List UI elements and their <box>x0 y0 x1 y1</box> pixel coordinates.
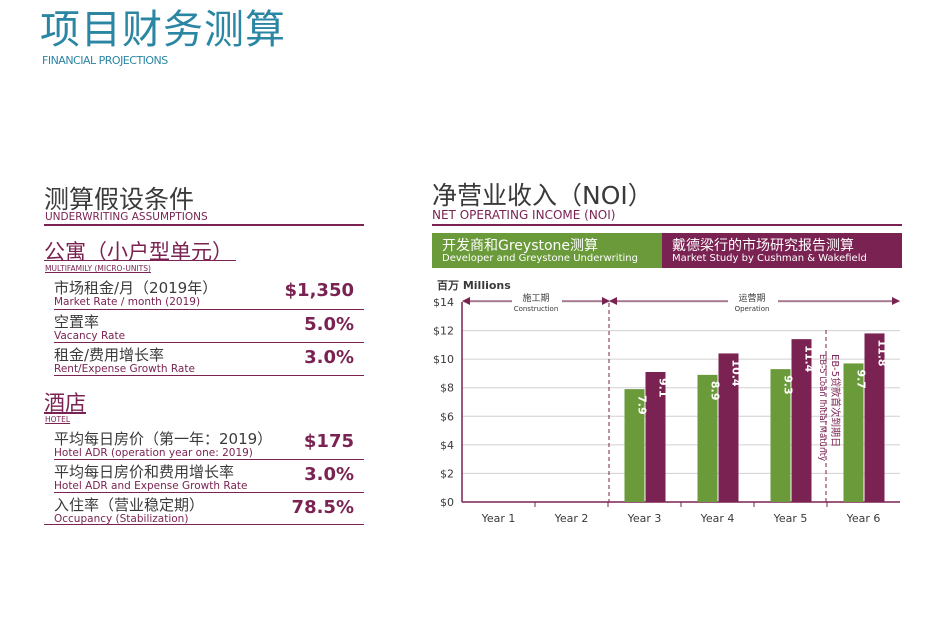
phase-label-en: Operation <box>735 305 770 313</box>
row-value: $1,350 <box>284 280 354 301</box>
row-label: 空置率 <box>54 313 100 331</box>
bar <box>645 372 666 502</box>
multifamily-rule <box>44 260 236 261</box>
bar <box>791 339 812 502</box>
row-value: 5.0% <box>304 314 354 335</box>
axes <box>461 302 900 507</box>
x-tick-label: Year 5 <box>773 512 808 525</box>
bar <box>624 389 645 502</box>
page-title: 项目财务测算 <box>40 7 286 53</box>
bar <box>697 374 718 502</box>
row-label: 平均每日房价（第一年：2019） <box>54 430 273 448</box>
legend-label: 开发商和Greystone测算 <box>442 238 599 254</box>
y-tick-label: $4 <box>440 439 454 452</box>
x-tick-label: Year 4 <box>700 512 735 525</box>
grid-lines <box>462 301 900 474</box>
row-value: 3.0% <box>304 464 354 485</box>
row-label: 入住率（营业稳定期） <box>54 496 205 514</box>
y-tick-label: $12 <box>433 325 454 338</box>
legend-label-en: Developer and Greystone Underwriting <box>442 253 638 264</box>
bar-value-label: 10.4 <box>730 359 743 386</box>
y-tick-label: $8 <box>440 382 454 395</box>
legend-label: 戴德梁行的市场研究报告测算 <box>672 238 854 254</box>
row-value: $175 <box>303 431 354 452</box>
row-label-en: Hotel ADR and Expense Growth Rate <box>54 480 248 492</box>
legend-market-study: 戴德梁行的市场研究报告测算 Market Study by Cushman & … <box>662 233 902 268</box>
y-tick-label: $2 <box>440 467 454 480</box>
row-rule <box>54 309 364 310</box>
eb5-note-en: EB-5 Loan Initial Maturity <box>817 354 827 461</box>
row-value: 78.5% <box>291 497 354 518</box>
noi-subtitle: NET OPERATING INCOME (NOI) <box>432 208 616 222</box>
assumptions-rule <box>44 224 364 226</box>
bar <box>843 363 864 502</box>
x-tick-label: Year 1 <box>481 512 516 525</box>
bars <box>624 333 885 502</box>
y-tick-label: $10 <box>433 353 454 366</box>
bar-value-label: 9.7 <box>855 369 868 389</box>
row-label: 租金/费用增长率 <box>54 346 165 364</box>
noi-rule <box>432 224 902 226</box>
noi-title: 净营业收入（NOI） <box>432 181 653 210</box>
eb5-note: EB-5贷款首次到期日 <box>829 354 842 447</box>
bar-value-label: 7.9 <box>636 395 649 415</box>
bar <box>718 353 739 502</box>
phase-operation: 运营期 Operation <box>609 292 900 314</box>
row-rule <box>54 492 364 493</box>
bar-value-label: 9.1 <box>657 378 670 398</box>
assumptions-subtitle: UNDERWRITING ASSUMPTIONS <box>45 211 208 223</box>
row-rule <box>54 375 364 376</box>
y-tick-label: $0 <box>440 496 454 509</box>
row-label-en: Vacancy Rate <box>54 330 126 342</box>
bar-value-label: 11.8 <box>876 339 889 366</box>
row-label-en: Rent/Expense Growth Rate <box>54 363 195 375</box>
hotel-title: 酒店 <box>44 391 86 415</box>
bar <box>864 333 885 502</box>
row-label-en: Hotel ADR (operation year one: 2019) <box>54 447 253 459</box>
bar <box>770 369 791 502</box>
unit-label: 百万 Millions <box>437 279 511 292</box>
legend-label-en: Market Study by Cushman & Wakefield <box>672 253 867 264</box>
row-rule <box>54 459 364 460</box>
y-tick-label: $14 <box>433 296 454 309</box>
y-tick-label: $6 <box>440 410 454 423</box>
x-tick-label: Year 6 <box>846 512 881 525</box>
x-tick-label: Year 3 <box>627 512 662 525</box>
x-tick-label: Year 2 <box>554 512 589 525</box>
bar-value-label: 11.4 <box>803 345 816 372</box>
row-rule <box>44 524 364 525</box>
phase-label: 施工期 <box>522 292 549 304</box>
bar-value-label: 9.3 <box>782 375 795 395</box>
phase-construction: 施工期 Construction <box>462 292 610 314</box>
bar-value-label: 8.9 <box>709 381 722 401</box>
phase-label-en: Construction <box>514 305 559 313</box>
phase-label: 运营期 <box>738 292 765 304</box>
row-label: 市场租金/月（2019年） <box>54 279 218 297</box>
row-label: 平均每日房价和费用增长率 <box>54 463 235 481</box>
legend-developer: 开发商和Greystone测算 Developer and Greystone … <box>432 233 662 268</box>
row-rule <box>54 342 364 343</box>
assumptions-title: 测算假设条件 <box>44 185 195 214</box>
labels: $0 $2 $4 $6 $8 $10 $12 $14 Year 1 Year 2 Year 3 7.9… <box>433 296 889 525</box>
row-label-en: Market Rate / month (2019) <box>54 296 201 308</box>
page-subtitle: FINANCIAL PROJECTIONS <box>42 54 168 67</box>
hotel-subtitle: HOTEL <box>45 415 71 424</box>
multifamily-subtitle: MULTIFAMILY (MICRO-UNITS) <box>45 264 151 273</box>
row-label-en: Occupancy (Stabilization) <box>54 513 189 525</box>
row-value: 3.0% <box>304 347 354 368</box>
